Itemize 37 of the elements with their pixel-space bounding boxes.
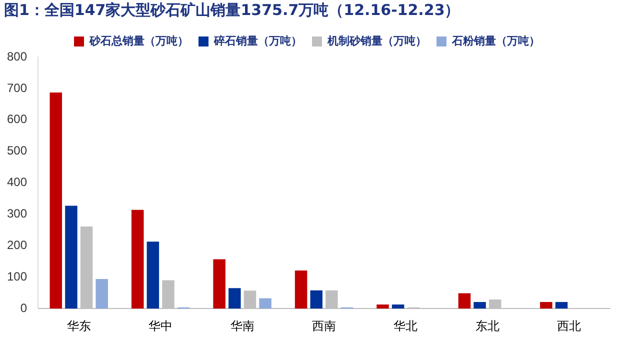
bar (228, 288, 241, 309)
y-tick-label: 100 (6, 269, 28, 284)
bar (540, 302, 552, 309)
x-tick-label: 华中 (148, 319, 173, 334)
y-tick-label: 700 (6, 80, 28, 95)
y-tick-label: 500 (6, 144, 28, 158)
bar (259, 298, 272, 309)
x-tick-label: 东北 (475, 319, 500, 334)
legend-label: 机制砂销量（万吨） (326, 34, 426, 48)
y-tick-label: 400 (6, 175, 28, 190)
y-tick-label: 0 (20, 300, 28, 315)
y-tick-label: 800 (6, 49, 28, 64)
y-tick-label: 300 (6, 206, 28, 221)
x-tick-label: 华东 (66, 319, 91, 334)
x-tick-label: 西北 (557, 319, 582, 334)
bar (294, 270, 308, 309)
bar (376, 304, 389, 309)
legend-label: 石粉销量（万吨） (451, 34, 540, 48)
x-tick-label: 华南 (230, 319, 254, 334)
chart-title: 图1：全国147家大型砂石矿山销量1375.7万吨（12.16-12.23） (4, 0, 460, 19)
bar (96, 279, 108, 309)
bar (310, 290, 322, 309)
bar (474, 302, 486, 309)
bar (213, 259, 226, 309)
bar (65, 206, 78, 309)
bar (458, 293, 471, 309)
bar (555, 302, 568, 309)
bar (392, 304, 404, 309)
bar (131, 210, 144, 309)
x-tick-label: 西南 (312, 319, 336, 334)
y-tick-label: 200 (6, 238, 28, 252)
y-tick-label: 600 (6, 112, 28, 126)
bar (146, 242, 160, 309)
legend-label: 砂石总销量（万吨） (88, 34, 188, 48)
legend-label: 碎石销量（万吨） (213, 34, 302, 48)
bar (50, 92, 62, 309)
x-tick-label: 华北 (394, 319, 418, 334)
